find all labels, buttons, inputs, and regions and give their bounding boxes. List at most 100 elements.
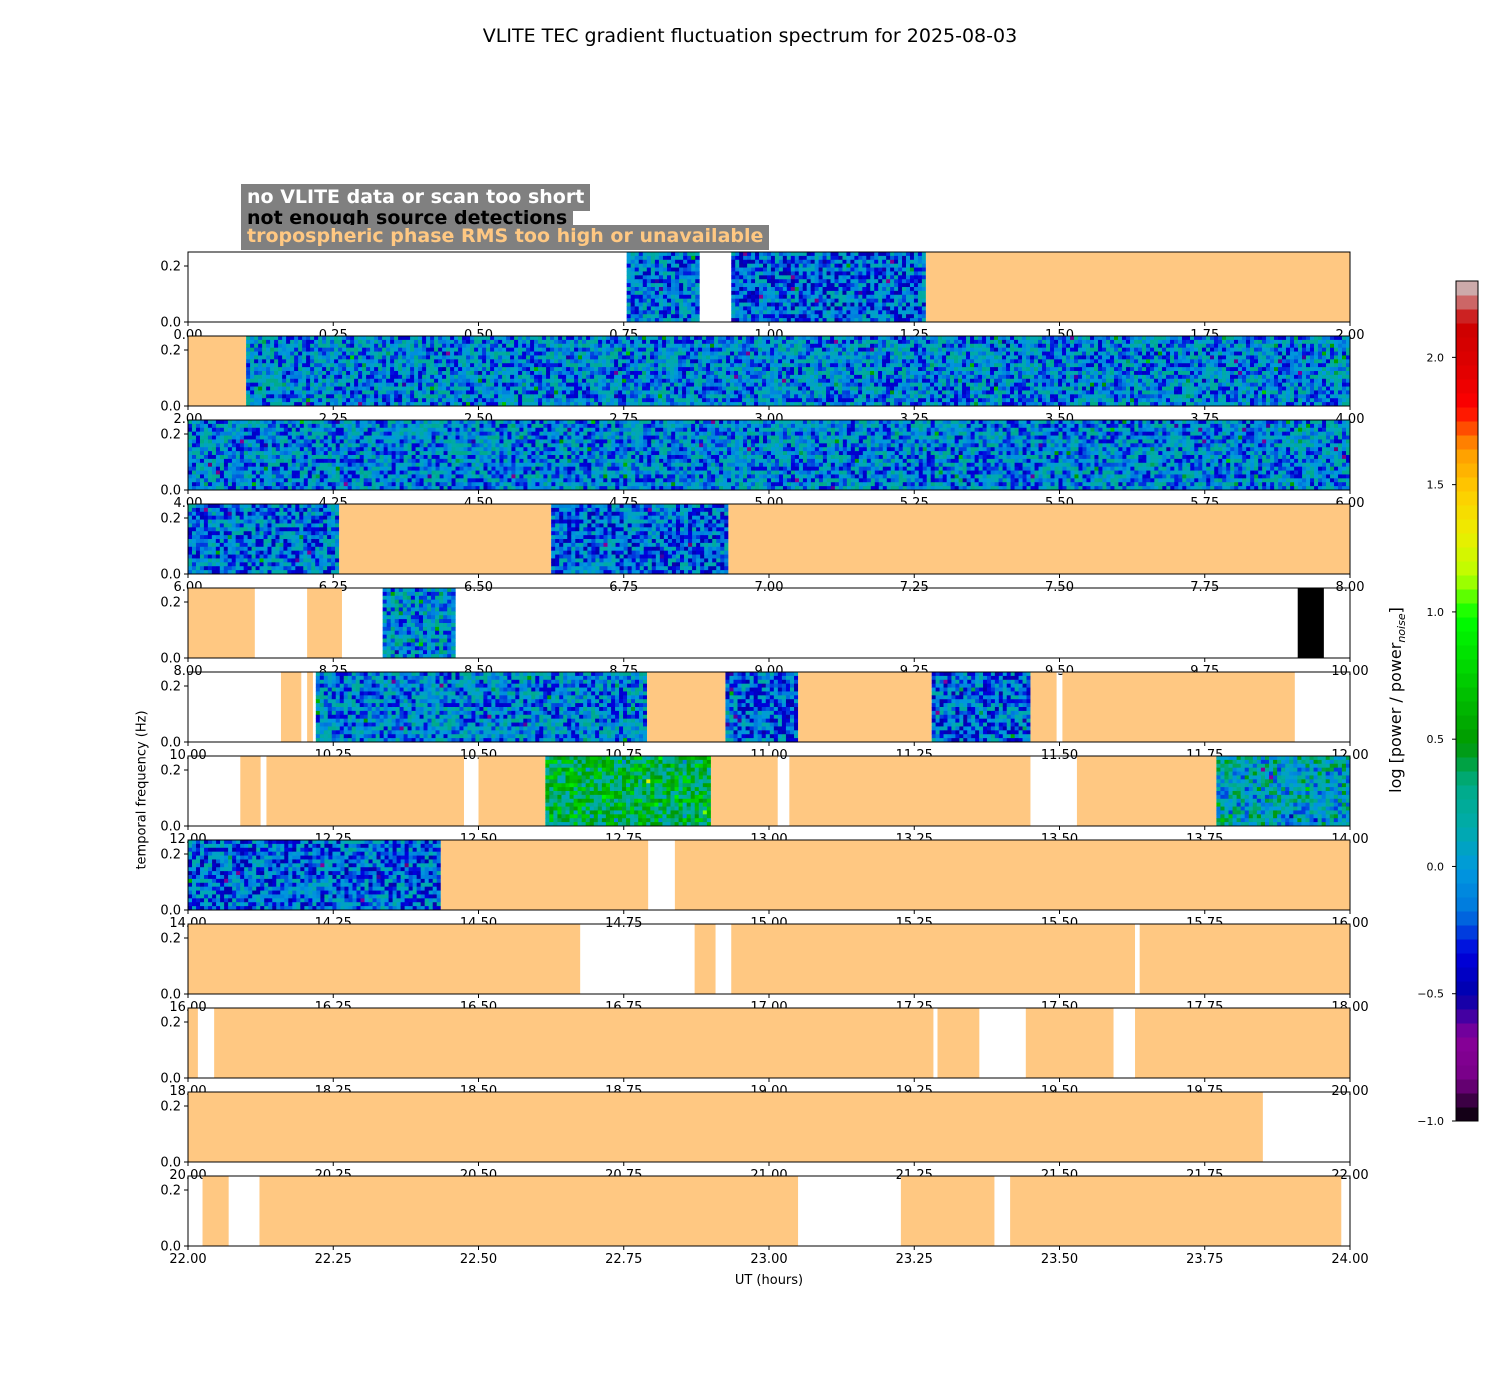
ytick-label-1-0: 0.0 xyxy=(160,400,181,415)
panel-0: 0.00.20.00 0.25 0.50 0.75 1.00 1.25 1.50 1.75 2.… xyxy=(160,251,1364,343)
panel-2: 0.00.24.00 4.25 4.50 4.75 5.00 5.25 5.50 5.75 6.… xyxy=(160,419,1364,511)
mask-trop-1-0 xyxy=(188,336,247,406)
colorbar-label-main: log [power / power xyxy=(1385,642,1405,793)
ytick-label-6-1: 0.2 xyxy=(160,764,181,779)
ytick-label-2-0: 0.0 xyxy=(160,484,181,499)
mask-trop-6-6 xyxy=(1076,756,1217,826)
spectrum-block-2-0 xyxy=(188,420,1351,491)
mask-trop-8-1 xyxy=(694,924,716,994)
chart-title: VLITE TEC gradient fluctuation spectrum … xyxy=(482,25,1018,47)
mask-trop-5-8 xyxy=(1062,672,1295,742)
ytick-label-3-1: 0.2 xyxy=(160,512,181,527)
spectrum-block-4-2 xyxy=(382,588,456,659)
ytick-label-8-0: 0.0 xyxy=(160,988,181,1003)
panel-8: 0.00.216.00 16.25 16.50 16.75 17.00 17.25 17.5… xyxy=(160,923,1369,1015)
ytick-label-0-0: 0.0 xyxy=(160,316,181,331)
mask-trop-9-0 xyxy=(188,1008,198,1078)
ytick-label-10-1: 0.2 xyxy=(160,1100,181,1115)
mask-trop-5-1 xyxy=(307,672,313,742)
spectrum-block-0-0 xyxy=(626,252,700,323)
ytick-label-0-1: 0.2 xyxy=(160,260,181,275)
panel-3: 0.00.26.00 6.25 6.50 6.75 7.00 7.25 7.50 7.75 8.… xyxy=(160,503,1364,595)
spectrum-block-3-0 xyxy=(188,504,340,575)
spectrum-block-5-2 xyxy=(315,672,648,743)
mask-trop-8-3 xyxy=(1139,924,1350,994)
ytick-label-9-0: 0.0 xyxy=(160,1072,181,1087)
mask-trop-9-1 xyxy=(214,1008,934,1078)
mask-trop-8-0 xyxy=(188,924,581,994)
xtick-label-11-6: 23.50 xyxy=(1041,1252,1078,1267)
colorbar-tick-label-3: 0.5 xyxy=(1427,733,1445,746)
ytick-label-1-1: 0.2 xyxy=(160,344,181,359)
mask-trop-9-3 xyxy=(1025,1008,1114,1078)
xtick-label-11-0: 22.00 xyxy=(169,1252,206,1267)
ytick-label-8-1: 0.2 xyxy=(160,932,181,947)
legend-no-data: no VLITE data or scan too short xyxy=(241,184,591,211)
xtick-label-11-2: 22.50 xyxy=(460,1252,497,1267)
panel-6: 0.00.212.00 12.25 12.50 12.75 13.00 13.25 13.5… xyxy=(160,755,1369,847)
spectrum-block-6-7 xyxy=(1216,756,1351,827)
mask-trop-9-4 xyxy=(1135,1008,1350,1078)
colorbar-tick-label-5: 1.5 xyxy=(1427,479,1445,492)
xtick-label-11-1: 22.25 xyxy=(315,1252,352,1267)
mask-trop-4-0 xyxy=(188,588,255,658)
panel-frame-4 xyxy=(187,587,1351,659)
ytick-label-11-1: 0.2 xyxy=(160,1184,181,1199)
colorbar-tick-label-6: 2.0 xyxy=(1427,351,1445,364)
colorbar-tick-label-2: 0.0 xyxy=(1427,860,1445,873)
x-axis-label: UT (hours) xyxy=(734,1273,804,1288)
ytick-label-4-0: 0.0 xyxy=(160,652,181,667)
mask-trop-9-2 xyxy=(937,1008,980,1078)
panel-5: 0.00.210.00 10.25 10.50 10.75 11.00 11.25 11.5… xyxy=(160,671,1369,763)
ytick-label-7-1: 0.2 xyxy=(160,848,181,863)
mask-trop-8-2 xyxy=(731,924,1136,994)
panel-9: 0.00.218.00 18.25 18.50 18.75 19.00 19.25 19.5… xyxy=(160,1007,1369,1099)
spectrum-block-3-2 xyxy=(551,504,729,575)
colorbar-tick-label-1: −0.5 xyxy=(1417,988,1444,1001)
colorbar-label: log [power / powernoise] xyxy=(1386,607,1408,793)
panel-11: 0.0 0.2 22.00 22.25 22.50 22.75 23.00 23.25 23.5… xyxy=(160,1175,1369,1267)
mask-trop-7-2 xyxy=(674,840,1350,910)
mask-trop-7-1 xyxy=(440,840,649,910)
spectrum-block-1-1 xyxy=(246,336,1351,407)
xtick-label-11-4: 23.00 xyxy=(750,1252,787,1267)
ytick-label-4-1: 0.2 xyxy=(160,596,181,611)
spectrum-block-5-4 xyxy=(725,672,799,743)
ytick-label-10-0: 0.0 xyxy=(160,1156,181,1171)
xtick-label-11-5: 23.25 xyxy=(896,1252,933,1267)
colorbar-tick-label-0: −1.0 xyxy=(1417,1115,1444,1128)
legend-trop-rms: tropospheric phase RMS too high or unava… xyxy=(241,225,770,250)
ytick-label-7-0: 0.0 xyxy=(160,904,181,919)
mask-trop-6-5 xyxy=(789,756,1031,826)
mask-trop-3-1 xyxy=(339,504,552,574)
colorbar-frame xyxy=(1455,280,1479,1122)
xtick-label-11-7: 23.75 xyxy=(1186,1252,1223,1267)
ytick-label-3-0: 0.0 xyxy=(160,568,181,583)
colorbar: −1.0 −0.5 0.0 0.5 1.0 1.5 2.0 xyxy=(1417,280,1479,1128)
mask-trop-11-2 xyxy=(900,1176,995,1246)
ytick-label-11-0: 0.0 xyxy=(160,1240,181,1255)
colorbar-label-end: ] xyxy=(1385,607,1405,614)
ytick-label-5-0: 0.0 xyxy=(160,736,181,751)
mask-trop-3-3 xyxy=(728,504,1350,574)
mask-trop-11-1 xyxy=(259,1176,799,1246)
legend-no-detections: not enough source detections xyxy=(241,207,574,227)
mask-trop-5-7 xyxy=(1030,672,1057,742)
ytick-label-6-0: 0.0 xyxy=(160,820,181,835)
spectrum-block-5-6 xyxy=(931,672,1031,743)
ytick-label-9-1: 0.2 xyxy=(160,1016,181,1031)
spectrum-block-7-0 xyxy=(188,840,442,911)
mask-trop-5-3 xyxy=(646,672,726,742)
mask-trop-5-5 xyxy=(798,672,932,742)
mask-trop-0-2 xyxy=(925,252,1350,322)
colorbar-tick-label-4: 1.0 xyxy=(1427,606,1445,619)
mask-trop-6-2 xyxy=(478,756,546,826)
panel-7: 0.00.214.00 14.25 14.50 14.75 15.00 15.25 15.5… xyxy=(160,839,1369,931)
panel-4: 0.00.28.00 8.25 8.50 8.75 9.00 9.25 9.50 9.75 10… xyxy=(160,587,1369,679)
mask-trop-6-0 xyxy=(240,756,261,826)
panel-1: 0.00.22.00 2.25 2.50 2.75 3.00 3.25 3.50 3.75 4.… xyxy=(160,335,1364,427)
xtick-label-11-3: 22.75 xyxy=(605,1252,642,1267)
mask-trop-10-0 xyxy=(188,1092,1263,1162)
mask-trop-5-0 xyxy=(280,672,302,742)
